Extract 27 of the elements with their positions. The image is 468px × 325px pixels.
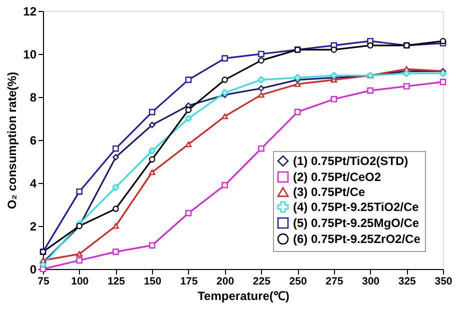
x-tick-label: 275 (326, 276, 344, 288)
legend-label: (1) 0.75Pt/TiO2(STD) (293, 154, 408, 168)
y-tick-label: 12 (23, 4, 37, 18)
x-tick-label: 300 (362, 276, 380, 288)
x-tick-label: 250 (289, 276, 307, 288)
x-tick-label: 175 (180, 276, 198, 288)
x-tick-label: 150 (144, 276, 162, 288)
y-tick-label: 8 (30, 90, 37, 104)
x-tick-label: 225 (252, 276, 271, 288)
x-tick-label: 325 (398, 276, 416, 288)
y-axis-title: O₂ consumption rate(%) (5, 72, 20, 210)
x-tick-label: 100 (71, 276, 89, 288)
x-tick-label: 350 (434, 276, 452, 288)
legend-label: (5) 0.75Pt-9.25MgO/Ce (293, 216, 420, 230)
x-tick-label: 75 (38, 276, 50, 288)
x-axis-title: Temperature(℃) (198, 289, 290, 303)
legend-label: (4) 0.75Pt-9.25TiO2/Ce (293, 200, 420, 214)
legend-label: (2) 0.75Pt/CeO2 (293, 170, 382, 184)
y-tick-label: 0 (30, 262, 37, 276)
y-tick-label: 6 (30, 134, 37, 148)
y-tick-label: 2 (30, 220, 37, 234)
legend-label: (3) 0.75Pt/Ce (293, 185, 366, 199)
x-tick-label: 125 (107, 276, 126, 288)
y-tick-label: 10 (23, 48, 37, 62)
x-tick-label: 200 (216, 276, 234, 288)
legend-label: (6) 0.75Pt-9.25ZrO2/Ce (293, 232, 421, 246)
y-tick-label: 4 (30, 176, 37, 190)
